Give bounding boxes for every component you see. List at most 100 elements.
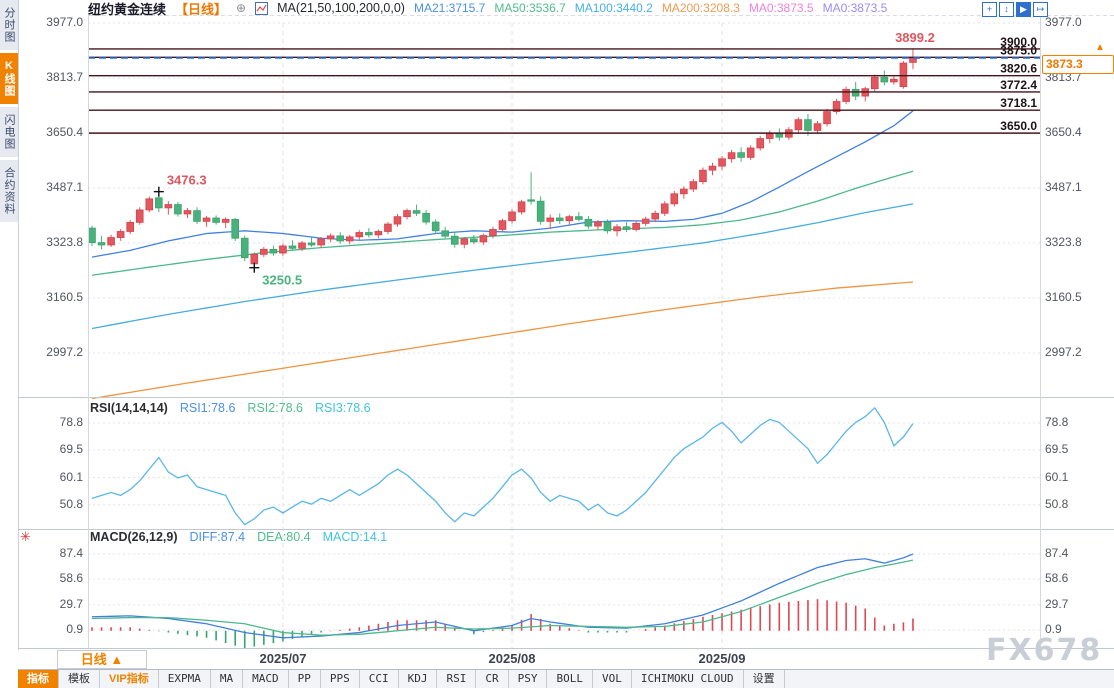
fx678-watermark: FX678 [986, 633, 1103, 668]
sidebar-tab-contract-info[interactable]: 合约资料 [0, 160, 18, 222]
axis-label: 60.1 [1045, 469, 1069, 484]
header-icon-toolbar: + ↕ ▶ ↦ [982, 2, 1048, 17]
indicator-button[interactable]: 指标 [18, 670, 59, 688]
chart-header: 纽约黄金连续 【日线】 ⊕ MA(21,50,100,200,0,0) MA21… [88, 0, 888, 17]
kline-indicator-icon [255, 1, 269, 15]
template-button[interactable]: 模板 [59, 670, 100, 688]
candle-body [622, 226, 631, 230]
macd-panel-header: MACD(26,12,9) DIFF:87.4 DEA:80.4 MACD:14… [90, 530, 387, 544]
candle-body [336, 235, 344, 242]
axis-label: 0.9 [66, 621, 83, 636]
axis-label: 2997.2 [1045, 344, 1082, 359]
sidebar-tab-lightning-chart[interactable]: 闪电图 [0, 107, 18, 157]
candle-body [594, 221, 602, 227]
candle-body [794, 119, 803, 131]
macd-title[interactable]: MACD(26,12,9) [90, 530, 178, 544]
candle-body [279, 245, 287, 254]
candle-body [670, 193, 679, 205]
candle-body [212, 217, 220, 223]
macd-diff-line [91, 553, 914, 639]
price-level-label: 3875.0 [1000, 43, 1037, 57]
candle-body [804, 119, 812, 131]
vol-button[interactable]: VOL [593, 670, 632, 688]
candle-body [813, 123, 822, 131]
axis-label: 69.5 [59, 442, 83, 457]
kdj-button[interactable]: KDJ [399, 670, 438, 688]
symbol-name[interactable]: 纽约黄金连续 [88, 1, 167, 17]
candle-body [870, 76, 879, 90]
candle-body [441, 230, 450, 237]
vip-indicator-button[interactable]: VIP指标 [100, 670, 159, 688]
axis-label: 50.8 [1045, 496, 1069, 511]
candle-body [326, 235, 335, 240]
ma0-value-2: MA0:3873.5 [822, 1, 888, 15]
candle-body [880, 76, 889, 83]
candle-body [632, 222, 640, 230]
candle-body [680, 188, 688, 195]
ma-settings-label[interactable]: MA(21,50,100,200,0,0) [277, 1, 405, 15]
axis-label: 78.8 [1045, 415, 1069, 429]
rsi-title[interactable]: RSI(14,14,14) [90, 401, 168, 415]
axis-label: 58.6 [1045, 571, 1069, 586]
candle-body [88, 227, 96, 243]
rsi2-value: RSI2:78.6 [247, 401, 304, 415]
candle-body [555, 217, 564, 222]
rsi-button[interactable]: RSI [437, 670, 477, 688]
axis-label: 0.9 [1045, 621, 1062, 636]
candle-body [527, 199, 535, 202]
expma-button[interactable]: EXPMA [159, 670, 211, 688]
ichimoku-cloud-button[interactable]: ICHIMOKU CLOUD [632, 670, 744, 688]
macd-alert-icon[interactable]: ✳ [20, 529, 31, 544]
candle-body [823, 111, 831, 125]
candle-body [613, 226, 621, 232]
axis-label: 29.7 [1045, 596, 1069, 611]
collapse-panel-icon[interactable]: ↦ [1033, 2, 1048, 17]
candle-body [231, 218, 239, 239]
psy-button[interactable]: PSY [509, 670, 548, 688]
pps-button[interactable]: PPS [321, 670, 360, 688]
rsi1-value: RSI1:78.6 [179, 401, 236, 415]
cr-button[interactable]: CR [476, 670, 509, 688]
add-indicator-icon[interactable]: ⊕ [236, 1, 247, 15]
candle-body [240, 237, 249, 259]
axis-scale-icon[interactable]: ↕ [999, 2, 1014, 17]
candle-body [221, 218, 230, 223]
candle-body [489, 229, 497, 236]
cci-button[interactable]: CCI [360, 670, 399, 688]
candle-body [765, 133, 774, 139]
candle-body [431, 221, 440, 232]
ma200-value: MA200:3208.3 [661, 1, 740, 15]
candle-body [374, 231, 383, 236]
candle-body [756, 138, 765, 149]
candle-body [737, 152, 745, 158]
axis-label: 50.8 [59, 496, 83, 511]
current-price-box[interactable]: 3873.3 [1042, 55, 1114, 74]
candle-body [174, 204, 182, 215]
settings-button[interactable]: 设置 [744, 670, 785, 688]
x-axis-label-july: 2025/07 [259, 651, 307, 666]
candle-body [775, 133, 784, 138]
pan-mode-icon[interactable]: + [982, 2, 997, 17]
candle-body [890, 78, 898, 83]
sidebar-tab-timeshare-chart[interactable]: 分时图 [0, 0, 18, 50]
period-selector-button[interactable]: 日线 ▲ [57, 650, 147, 669]
candle-body [164, 204, 173, 209]
axis-label: 78.8 [59, 415, 83, 429]
pp-button[interactable]: PP [289, 670, 321, 688]
axis-label: 3160.5 [46, 289, 83, 304]
candle-body [699, 169, 707, 183]
macd-button[interactable]: MACD [243, 670, 289, 688]
axis-label: 3323.8 [46, 234, 83, 249]
candle-body [851, 88, 860, 97]
axis-scale-active-icon[interactable]: ▶ [1016, 2, 1031, 17]
axis-label: 60.1 [59, 469, 83, 484]
price-marker-label: 3250.5 [262, 273, 302, 288]
axis-label: 3650.4 [46, 124, 83, 139]
axis-label: 58.6 [59, 571, 83, 586]
ma-button[interactable]: MA [211, 670, 244, 688]
sidebar-tab-kline-chart[interactable]: K线图 [0, 53, 18, 104]
price-level-label: 3650.0 [1000, 119, 1037, 133]
price-level-label: 3772.4 [1000, 78, 1037, 92]
boll-button[interactable]: BOLL [547, 670, 593, 688]
